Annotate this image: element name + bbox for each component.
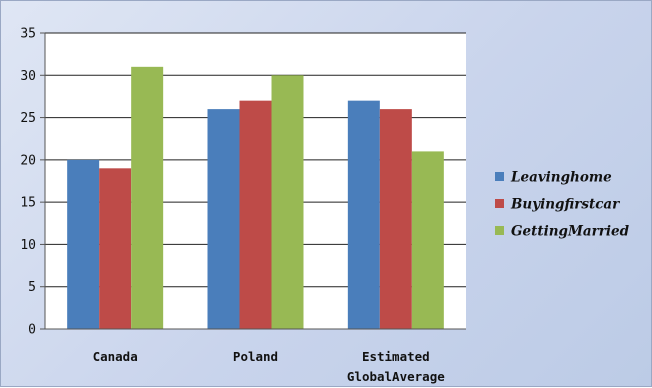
y-tick-label: 15 — [20, 196, 36, 211]
y-tick-label: 20 — [20, 153, 36, 168]
bar-leavinghome-2 — [347, 100, 380, 330]
x-category-label: Canada — [93, 349, 138, 364]
bar-gettingmarried-2 — [411, 151, 444, 329]
legend-label: GettingMarried — [511, 224, 630, 240]
bar-leavinghome-0 — [67, 159, 100, 329]
y-tick-label: 35 — [20, 27, 36, 42]
bar-buyingfirstcar-2 — [379, 109, 412, 329]
x-category-label: Estimated — [362, 349, 430, 364]
bar-gettingmarried-1 — [271, 75, 304, 330]
legend-label: Leavinghome — [510, 170, 612, 186]
legend: Leavinghome Buyingfirstcar GettingMarried — [495, 170, 630, 240]
y-tick-label: 30 — [20, 69, 36, 84]
y-tick-label: 25 — [20, 111, 36, 126]
y-tick-labels: 0 5 10 15 20 25 30 35 — [20, 27, 36, 338]
bar-gettingmarried-0 — [131, 66, 164, 329]
y-tick-label: 0 — [28, 323, 36, 338]
x-category-label: Poland — [233, 349, 278, 364]
bar-buyingfirstcar-0 — [99, 168, 132, 329]
y-tick-label: 10 — [20, 238, 36, 253]
y-tick-label: 5 — [28, 280, 36, 295]
legend-swatch — [495, 172, 504, 181]
bar-leavinghome-1 — [207, 109, 240, 329]
legend-swatch — [495, 226, 504, 235]
legend-label: Buyingfirstcar — [510, 197, 620, 213]
bar-buyingfirstcar-1 — [239, 100, 272, 330]
legend-swatch — [495, 199, 504, 208]
bars — [67, 66, 444, 330]
x-category-label: GlobalAverage — [347, 369, 445, 384]
x-category-labels: Canada Poland Estimated GlobalAverage — [93, 349, 446, 384]
